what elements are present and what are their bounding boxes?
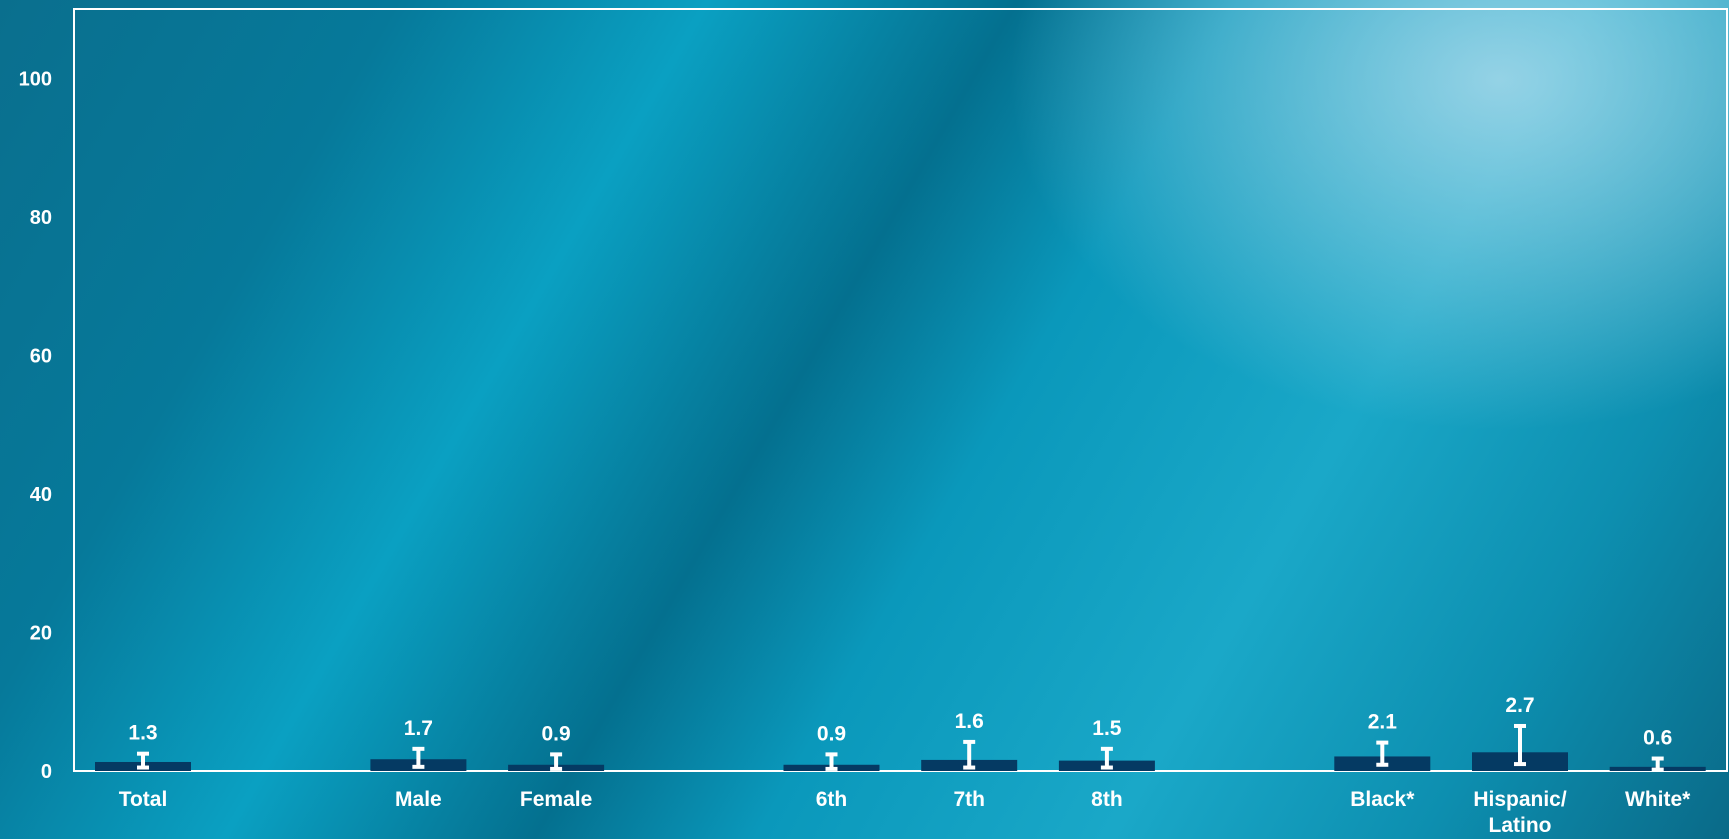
x-tick-label: Female [520, 788, 592, 811]
x-tick-label: 6th [816, 788, 848, 811]
error-bar [1100, 746, 1113, 770]
x-tick-label: 8th [1091, 788, 1123, 811]
y-tick-label: 0 [41, 761, 52, 783]
x-tick-label: 7th [953, 788, 985, 811]
error-bar [1376, 740, 1389, 767]
data-label: 1.3 [128, 722, 157, 745]
x-tick-label: White* [1625, 788, 1691, 811]
y-tick-label: 100 [19, 68, 52, 90]
x-tick-label: Black* [1350, 788, 1415, 811]
error-bar [1514, 723, 1526, 767]
x-tick-label: Hispanic/Latino [1473, 788, 1567, 837]
y-axis-ticks: 0 20 40 60 80 100 [19, 68, 52, 783]
y-tick-label: 80 [30, 207, 52, 229]
data-label: 2.1 [1368, 711, 1398, 734]
error-bar [137, 751, 149, 770]
error-bar [963, 739, 976, 770]
y-tick-label: 20 [30, 622, 52, 644]
error-bars [137, 723, 1664, 772]
bars [95, 752, 1706, 771]
error-bar [1651, 756, 1664, 772]
data-label: 2.7 [1505, 694, 1534, 717]
category-labels: Total Male Female 6th 7th 8th Black* Hispanic/L… [119, 788, 1691, 837]
data-label: 0.6 [1643, 727, 1672, 750]
y-tick-label: 60 [30, 345, 52, 367]
axes [73, 8, 1728, 772]
data-label: 0.9 [817, 722, 846, 745]
y-tick-label: 40 [30, 484, 52, 506]
x-tick-label: Total [119, 788, 168, 811]
data-label: 1.5 [1092, 717, 1122, 740]
error-bar [550, 752, 563, 771]
x-tick-label: Male [395, 788, 442, 811]
plot-frame [73, 8, 1728, 772]
data-label: 1.6 [955, 710, 984, 733]
error-bar [825, 752, 838, 771]
data-label: 0.9 [541, 722, 570, 745]
value-labels: 1.3 1.7 0.9 0.9 1.6 1.5 2.1 2.7 0.6 [128, 694, 1672, 750]
error-bar [412, 746, 425, 769]
data-label: 1.7 [404, 717, 433, 740]
